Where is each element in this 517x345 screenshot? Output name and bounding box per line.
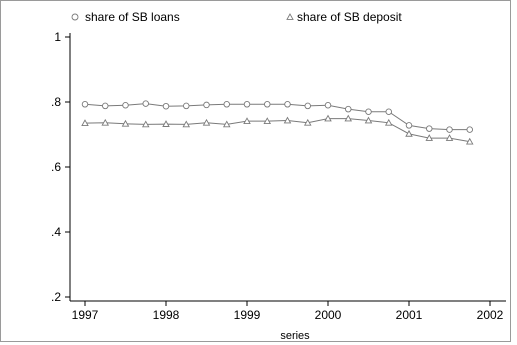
data-point: [264, 101, 271, 108]
data-point: [445, 134, 454, 141]
data-point: [344, 114, 353, 122]
data-point: [466, 126, 474, 133]
y-tick-label-.2: .2: [51, 290, 61, 304]
data-point: [405, 122, 413, 129]
data-point: [182, 120, 191, 128]
legend-marker-loans: [71, 13, 79, 21]
data-point: [202, 118, 211, 126]
data-point: [283, 116, 292, 124]
data-point: [384, 118, 393, 126]
data-point: [324, 101, 332, 109]
data-point: [203, 101, 210, 109]
data-point: [162, 102, 170, 110]
data-point: [284, 101, 291, 108]
legend-label-deposit: share of SB deposit: [297, 10, 402, 24]
y-tick-label-.4: .4: [51, 225, 61, 239]
data-point: [122, 101, 129, 109]
data-point: [304, 102, 312, 110]
data-point: [101, 118, 110, 126]
plot-area: [81, 100, 474, 145]
x-axis-ticks: 1997 1998 1999 2000 2001 2002: [72, 301, 504, 322]
data-point: [324, 114, 332, 122]
data-point: [385, 108, 393, 115]
data-point: [425, 134, 434, 141]
legend: share of SB loans share of SB deposit: [71, 10, 402, 24]
data-point: [426, 125, 433, 132]
x-tick-label-1997: 1997: [72, 308, 99, 322]
data-point: [142, 100, 149, 107]
y-tick-label-.6: .6: [51, 160, 61, 174]
y-axis-ticks: .2 .4 .6 .8 1: [51, 30, 70, 304]
data-point: [303, 118, 312, 126]
data-point: [182, 102, 190, 110]
data-point: [81, 119, 89, 126]
data-point: [365, 108, 372, 115]
data-point: [162, 120, 170, 127]
series-line-loans: [84, 103, 470, 131]
data-point: [222, 120, 231, 128]
data-point: [345, 105, 352, 113]
x-tick-label-2002: 2002: [477, 308, 504, 322]
data-point: [405, 129, 413, 137]
data-point: [364, 116, 373, 124]
data-point: [121, 119, 130, 127]
data-point: [243, 117, 251, 125]
legend-label-loans: share of SB loans: [85, 10, 180, 24]
y-tick-label-1: 1: [54, 30, 61, 44]
data-point: [465, 137, 474, 145]
series-deposit: [81, 114, 474, 145]
data-point: [141, 120, 150, 128]
axes: [69, 33, 506, 302]
legend-marker-deposit: [286, 13, 294, 20]
series-line-deposit: [84, 118, 470, 143]
y-tick-label-.8: .8: [51, 95, 61, 109]
x-tick-label-2001: 2001: [396, 308, 423, 322]
x-tick-label-1998: 1998: [153, 308, 180, 322]
data-point: [263, 117, 272, 125]
series-loans: [81, 100, 474, 133]
x-tick-label-1999: 1999: [234, 308, 261, 322]
x-axis-title: series: [280, 330, 310, 342]
x-tick-label-2000: 2000: [315, 308, 342, 322]
data-point: [223, 101, 230, 108]
data-point: [446, 126, 453, 133]
data-point: [81, 101, 89, 108]
data-point: [243, 101, 251, 108]
chart-frame: [0, 0, 511, 342]
data-point: [101, 102, 109, 110]
